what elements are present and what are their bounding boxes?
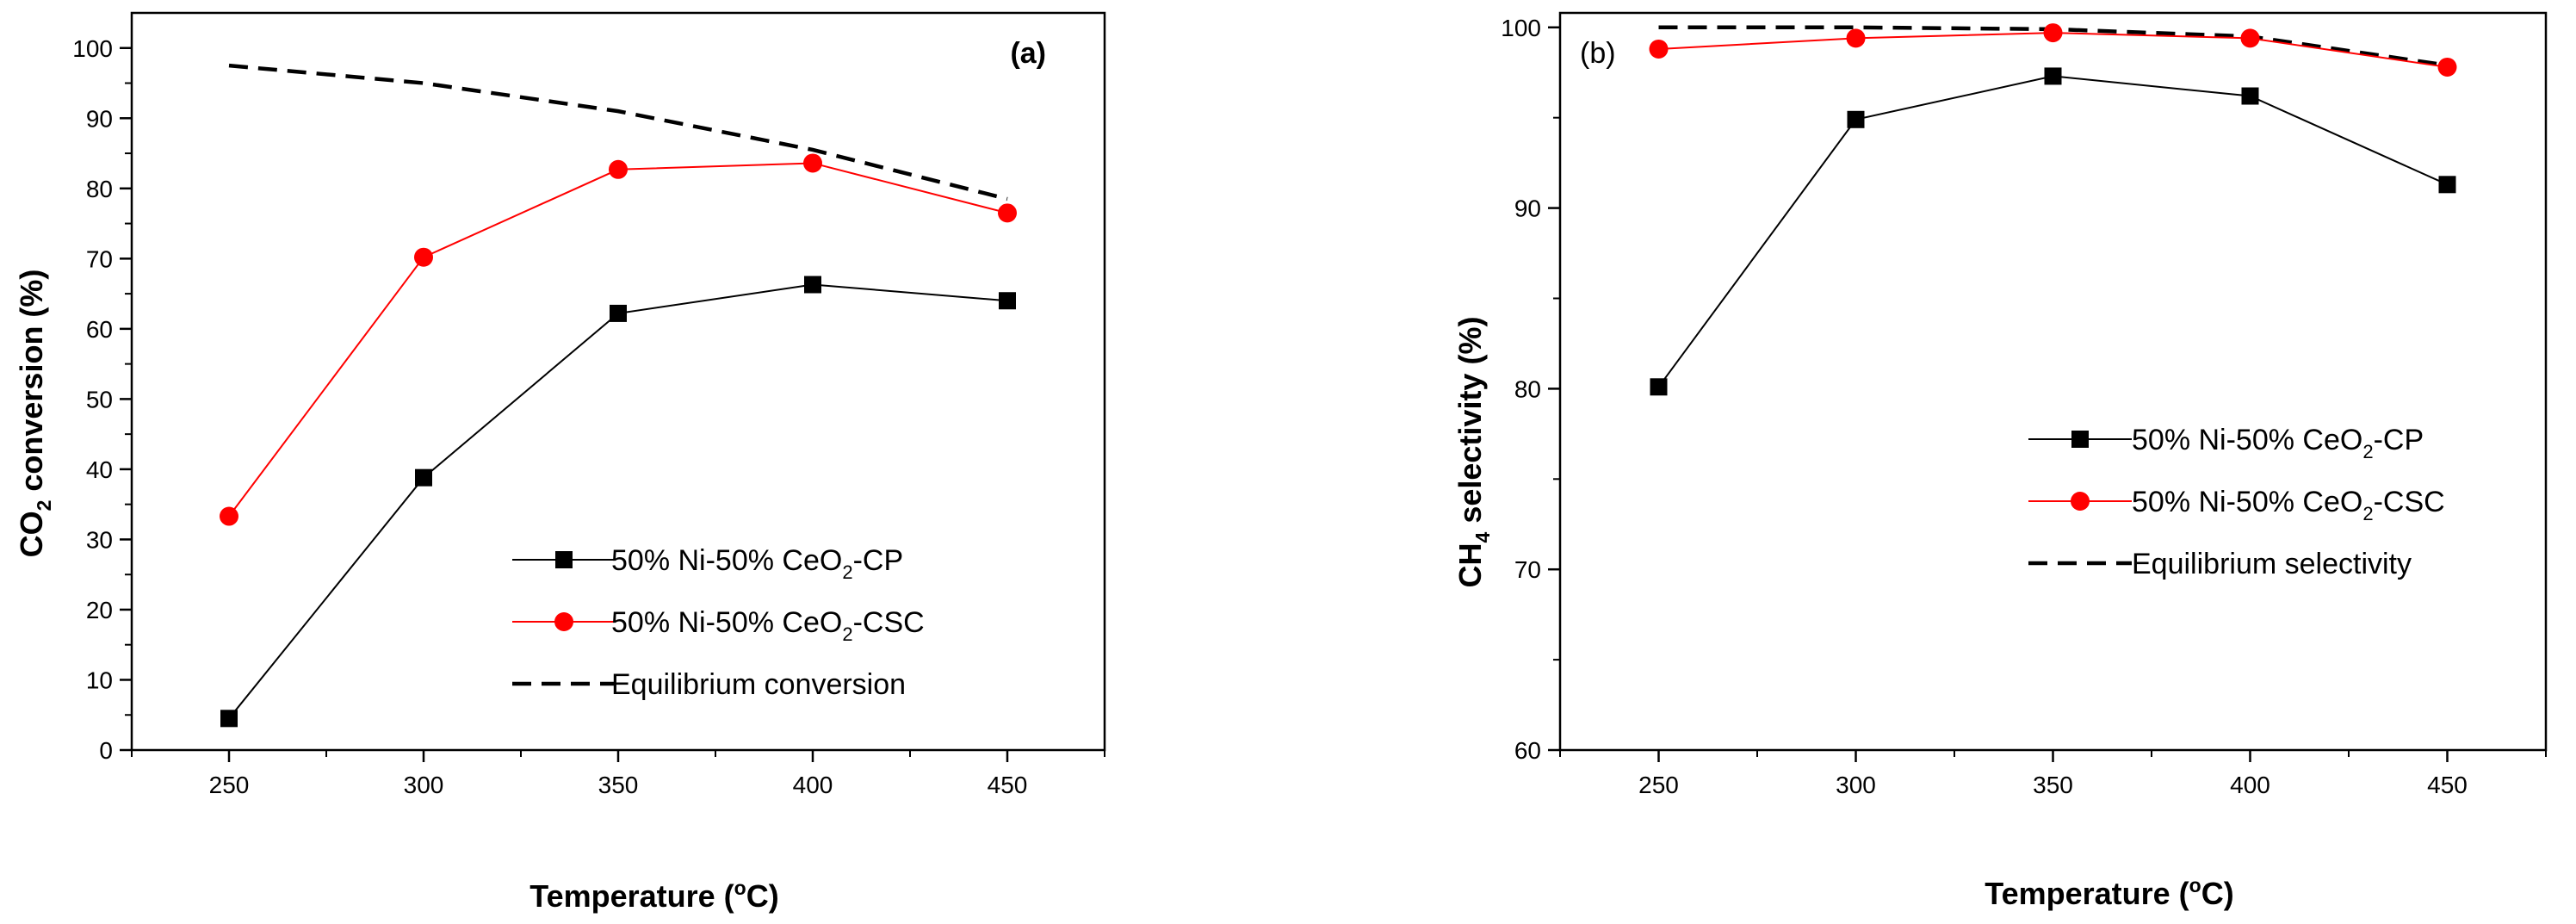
x-tick-label: 350 [2033, 772, 2073, 798]
chart-panel-b: 250 300 350 400 450 60 70 80 90 100 Temperature (o… [1452, 11, 2548, 911]
x-tick-label: 250 [1638, 772, 1679, 798]
data-point-circle [220, 506, 238, 526]
legend-label: Equilibrium conversion [611, 668, 906, 701]
data-point-circle [609, 159, 628, 179]
legend-label: 50% Ni-50% CeO2-CSC [2132, 486, 2445, 524]
legend: 50% Ni-50% CeO2-CP 50% Ni-50% CeO2-CSC Equ… [2028, 424, 2445, 580]
legend-label: 50% Ni-50% CeO2-CP [2132, 424, 2424, 462]
x-tick-label: 250 [209, 772, 250, 798]
data-point-square [1847, 110, 1865, 128]
legend-marker-square [2071, 431, 2089, 448]
x-axis-title: Temperature (oC) [529, 877, 778, 914]
data-point-square [610, 304, 627, 322]
data-point-square [2438, 176, 2456, 194]
data-point-square [999, 292, 1016, 310]
y-tick-label: 10 [86, 667, 113, 693]
x-tick-label: 350 [598, 772, 639, 798]
y-axis-title: CH4 selectivity (%) [1452, 317, 1494, 588]
legend: 50% Ni-50% CeO2-CP 50% Ni-50% CeO2-CSC Equ… [512, 544, 925, 701]
panel-label: (a) [1010, 37, 1046, 70]
y-axis-title: CO2 conversion (%) [14, 270, 55, 558]
y-tick-label: 90 [86, 105, 113, 132]
data-point-circle [414, 247, 433, 267]
y-tick-label: 0 [99, 737, 113, 764]
x-tick-label: 450 [2427, 772, 2468, 798]
plot-frame [130, 11, 1106, 752]
y-tick-label: 80 [86, 176, 113, 202]
y-tick-label: 40 [86, 456, 113, 483]
data-point-square [2241, 87, 2259, 105]
y-tick-label: 80 [1514, 375, 1541, 402]
chart-panel-a: 250 300 350 400 450 0 10 20 30 40 50 60 70 80 90 100 Tem… [14, 11, 1106, 914]
y-tick-label: 70 [1514, 556, 1541, 583]
data-point-square [1650, 378, 1668, 396]
legend-label: 50% Ni-50% CeO2-CSC [611, 606, 925, 645]
y-tick-label: 30 [86, 526, 113, 553]
data-point-square [415, 468, 432, 487]
data-point-circle [1846, 28, 1866, 48]
y-tick-label: 60 [86, 316, 113, 343]
data-point-square [2044, 67, 2062, 85]
y-tick-label: 20 [86, 597, 113, 623]
x-tick-label: 450 [988, 772, 1028, 798]
series-line-50-ni-50-ceo2-csc [228, 162, 1008, 518]
data-point-circle [803, 153, 822, 173]
y-tick-label: 100 [72, 35, 113, 62]
x-tick-label: 400 [2230, 772, 2270, 798]
series-line-equilibrium-conversion [228, 63, 1008, 202]
legend-marker-square [555, 551, 573, 568]
series-line-50-ni-50-ceo2-cp [1657, 75, 2448, 388]
data-point-square [220, 710, 238, 728]
y-tick-label: 90 [1514, 195, 1541, 222]
legend-label: 50% Ni-50% CeO2-CP [611, 544, 903, 583]
series-line-50-ni-50-ceo2-cp [228, 283, 1008, 719]
x-tick-label: 300 [1836, 772, 1876, 798]
x-axis-title: Temperature (oC) [1985, 874, 2233, 911]
data-point-circle [2437, 57, 2457, 77]
y-tick-label: 70 [86, 245, 113, 272]
data-point-circle [2043, 23, 2063, 43]
plot-frame [1558, 11, 2548, 752]
panel-label: (b) [1580, 37, 1616, 70]
legend-marker-circle [554, 612, 573, 631]
y-tick-label: 50 [86, 386, 113, 412]
x-tick-label: 300 [404, 772, 444, 798]
data-point-circle [2240, 28, 2260, 48]
y-tick-label: 100 [1501, 15, 1541, 41]
data-point-circle [1649, 39, 1669, 59]
legend-label: Equilibrium selectivity [2132, 548, 2412, 580]
data-point-circle [998, 203, 1017, 223]
legend-marker-circle [2071, 492, 2090, 511]
x-tick-label: 400 [793, 772, 833, 798]
y-tick-label: 60 [1514, 737, 1541, 764]
data-point-square [804, 276, 821, 294]
